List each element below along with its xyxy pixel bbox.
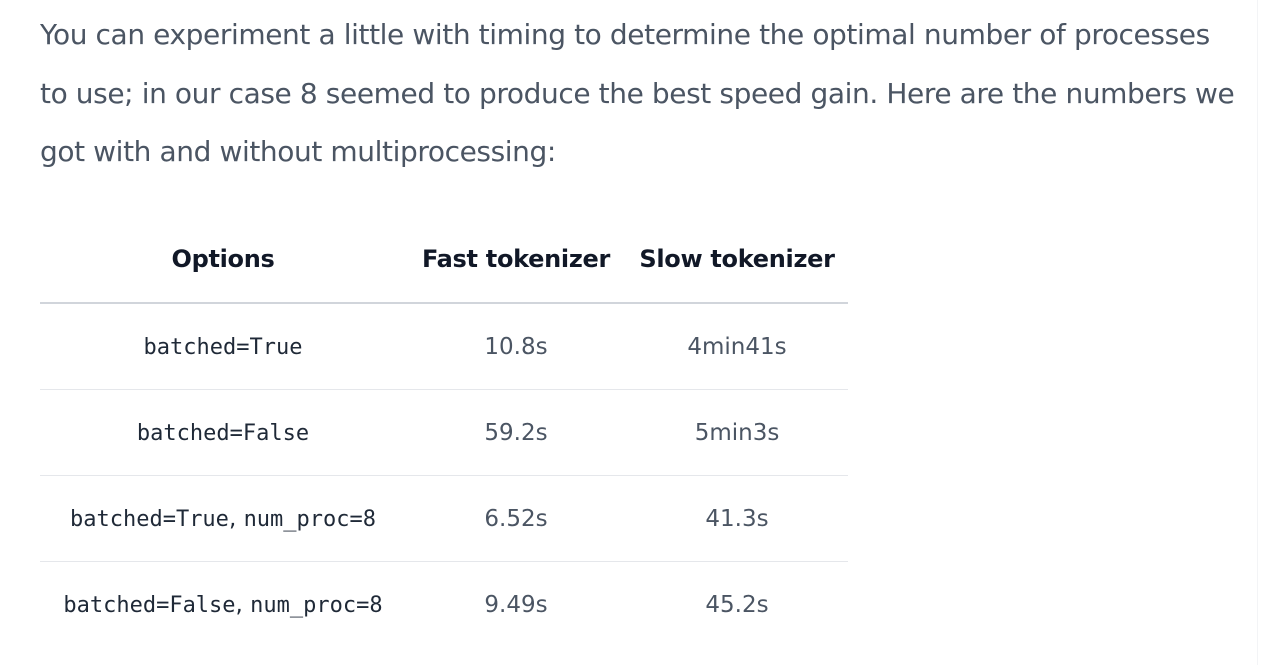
fast-tokenizer-time: 10.8s: [406, 303, 626, 390]
intro-paragraph: You can experiment a little with timing …: [40, 18, 1235, 168]
options-cell: batched=True, num_proc=8: [40, 475, 406, 562]
option-code: batched=False: [63, 592, 236, 618]
table-row: batched=True 10.8s 4min41s: [40, 303, 848, 390]
table-row: batched=False, num_proc=8 9.49s 45.2s: [40, 562, 848, 648]
header-slow-tokenizer: Slow tokenizer: [626, 216, 848, 304]
page-edge-divider: [1257, 0, 1258, 665]
fast-tokenizer-time: 59.2s: [406, 389, 626, 476]
options-cell: batched=True: [40, 303, 406, 390]
option-code: num_proc=8: [243, 506, 377, 532]
option-separator: ,: [235, 591, 251, 618]
fast-tokenizer-time: 6.52s: [406, 475, 626, 562]
option-code: batched=False: [136, 420, 310, 446]
option-separator: ,: [228, 505, 244, 532]
article-content: You can experiment a little with timing …: [40, 0, 1240, 618]
table-header-row: Options Fast tokenizer Slow tokenizer: [40, 216, 848, 304]
table-row: batched=False 59.2s 5min3s: [40, 389, 848, 476]
option-code: num_proc=8: [250, 592, 383, 618]
timing-results-table: Options Fast tokenizer Slow tokenizer ba…: [40, 216, 848, 647]
header-options: Options: [40, 216, 406, 304]
slow-tokenizer-time: 4min41s: [626, 303, 848, 390]
options-cell: batched=False, num_proc=8: [40, 562, 406, 648]
table-row: batched=True, num_proc=8 6.52s 41.3s: [40, 475, 848, 562]
slow-tokenizer-time: 5min3s: [626, 389, 848, 476]
options-cell: batched=False: [40, 389, 406, 476]
option-code: batched=True: [69, 506, 229, 532]
header-fast-tokenizer: Fast tokenizer: [406, 216, 626, 304]
fast-tokenizer-time: 9.49s: [484, 591, 548, 618]
slow-tokenizer-time: 45.2s: [705, 591, 769, 618]
slow-tokenizer-time: 41.3s: [626, 475, 848, 562]
option-code: batched=True: [143, 334, 303, 360]
